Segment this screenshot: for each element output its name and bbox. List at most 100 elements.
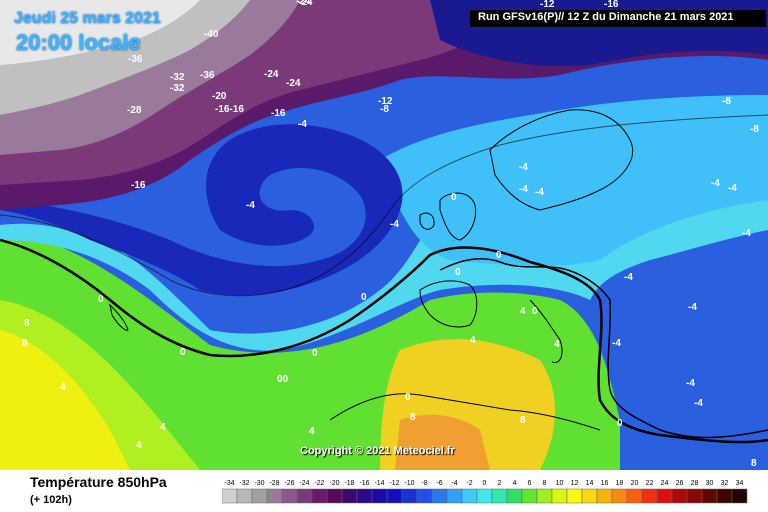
isotherm-label: 12: [0, 0, 12, 3]
isotherm-label: -4: [519, 162, 528, 173]
legend-swatch: [491, 488, 508, 504]
legend-swatch: [371, 488, 388, 504]
isotherm-label: 8: [24, 318, 30, 329]
legend-tick-label: 8: [543, 480, 547, 487]
legend-swatch: [386, 488, 403, 504]
isotherm-label: -8: [750, 124, 759, 135]
isotherm-label: 0: [180, 347, 186, 358]
legend-swatch: [611, 488, 628, 504]
isotherm-label: 0: [455, 267, 461, 278]
isotherm-label: -16-16: [215, 104, 244, 115]
isotherm-label: 8: [520, 415, 526, 426]
coastline-uk: [439, 192, 477, 241]
isotherm-label: -4: [694, 398, 703, 409]
isotherm-label: 8: [751, 458, 757, 469]
temperature-map: -40-36-32-32-36-28-24-24-24-20-16-16 -16-…: [0, 0, 768, 470]
isotherm-label: 4: [520, 306, 526, 317]
legend-swatch: [431, 488, 448, 504]
isotherm-label: -24: [264, 69, 279, 80]
legend-swatch: [701, 488, 718, 504]
isotherm-label: 8: [410, 412, 416, 423]
isotherm-label: 4: [160, 422, 166, 433]
isotherm-label: 0: [617, 418, 623, 429]
legend-swatch: [566, 488, 583, 504]
isotherm-label: 4: [309, 426, 315, 437]
forecast-time: 20:00 locale: [16, 30, 141, 55]
legend-tick-label: -10: [404, 480, 414, 487]
legend-swatch: [251, 488, 268, 504]
legend-tick-label: -14: [374, 480, 384, 487]
color-scale-legend: -34 -32 -30 -28 -26 -24 -22 -20 -18 -16 -14 -12 -10-…: [222, 480, 748, 504]
legend-swatch: [731, 488, 748, 504]
isotherm-label: -4: [535, 187, 544, 198]
isotherm-label: -24: [286, 78, 301, 89]
legend-tick-label: -4: [451, 480, 457, 487]
coastline-africa: [329, 393, 601, 431]
legend-swatch: [266, 488, 283, 504]
legend-tick-label: -12: [389, 480, 399, 487]
legend-swatch: [222, 488, 238, 504]
isotherm-label: 4: [554, 339, 560, 350]
legend-tick-label: -18: [344, 480, 354, 487]
legend-tick-label: -28: [269, 480, 279, 487]
coastline-iberia: [419, 280, 478, 328]
legend-swatch: [581, 488, 598, 504]
legend-tick-label: -26: [284, 480, 294, 487]
isotherm-label: -24: [298, 0, 313, 8]
legend-tick-label: 0: [483, 480, 487, 487]
isotherm-label: -20: [212, 91, 227, 102]
isotherm-label: 0: [496, 250, 502, 261]
isotherm-label: -4: [711, 178, 720, 189]
legend-swatch: [716, 488, 733, 504]
legend-tick-label: -24: [299, 480, 309, 487]
isotherm-label: 8: [22, 338, 28, 349]
isotherm-label: -32: [170, 72, 185, 83]
legend-tick-label: -16: [359, 480, 369, 487]
minus-four-isotherm: [0, 114, 768, 297]
legend-swatch: [641, 488, 658, 504]
isotherm-label: -16: [131, 180, 146, 191]
zero-isotherm: [0, 238, 768, 444]
legend-swatch: [236, 488, 253, 504]
legend-swatch: [326, 488, 343, 504]
isotherm-label: -8: [722, 96, 731, 107]
legend-tick-label: 32: [721, 480, 729, 487]
isotherm-label: -40: [204, 29, 219, 40]
legend-tick-label: 14: [586, 480, 594, 487]
legend-tick-label: 22: [646, 480, 654, 487]
legend-swatch: [686, 488, 703, 504]
legend-tick-label: 6: [528, 480, 532, 487]
isotherm-label: -4: [390, 219, 399, 230]
legend-tick-label: 10: [556, 480, 564, 487]
legend-swatch: [296, 488, 313, 504]
isotherm-label: 4: [60, 382, 66, 393]
legend-tick-label: -30: [254, 480, 264, 487]
legend-tick-label: 28: [691, 480, 699, 487]
legend-tick-label: -34: [224, 480, 234, 487]
legend-tick-label: -8: [421, 480, 427, 487]
legend-swatch: [596, 488, 613, 504]
legend-swatch: [416, 488, 433, 504]
legend-tick-label: 18: [616, 480, 624, 487]
legend-swatch: [356, 488, 373, 504]
isotherm-label: 0: [405, 392, 411, 403]
warm-zone-orange: [395, 414, 490, 470]
legend-swatch: [341, 488, 358, 504]
isotherm-label: -4: [519, 184, 528, 195]
isotherm-label: 4: [470, 335, 476, 346]
cyan-zone-europe: [380, 95, 768, 266]
legend-swatch: [311, 488, 328, 504]
isotherm-label: -4: [742, 228, 751, 239]
run-info-box: [470, 10, 766, 27]
legend-tick-label: 4: [513, 480, 517, 487]
isotherm-label: -16: [604, 0, 619, 10]
legend-swatch: [626, 488, 643, 504]
cold-swirl-dark-blue: [0, 124, 403, 296]
legend-swatch: [551, 488, 568, 504]
legend-swatch: [536, 488, 553, 504]
coastline-ireland: [419, 212, 435, 230]
legend-swatch: [401, 488, 418, 504]
legend-tick-label: 12: [571, 480, 579, 487]
isotherm-label: -4: [688, 302, 697, 313]
greenland-ice-white: [0, 0, 200, 65]
